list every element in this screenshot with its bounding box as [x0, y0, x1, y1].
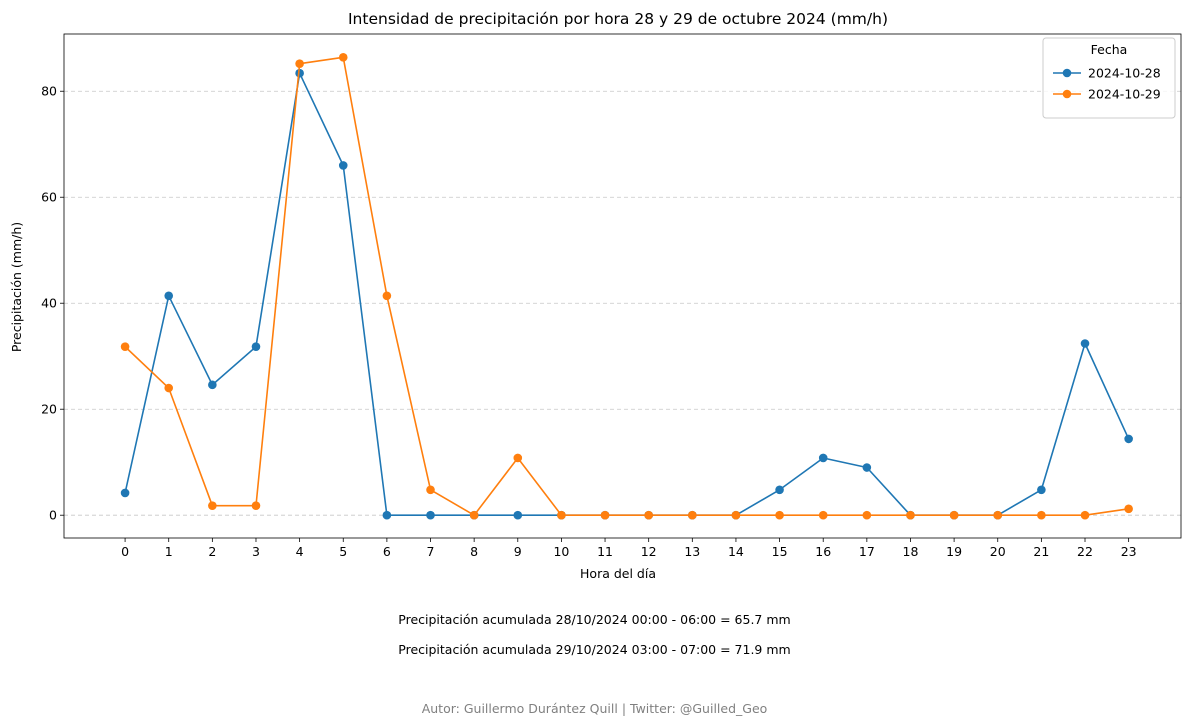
- legend-frame: [1042, 37, 1176, 119]
- data-point: [164, 383, 174, 393]
- accumulated-precipitation-29: Precipitación acumulada 29/10/2024 03:00…: [398, 642, 791, 657]
- legend: Fecha 2024-10-28 2024-10-29: [1042, 37, 1176, 119]
- series-lines: [120, 53, 1133, 520]
- legend-marker: [1062, 68, 1072, 78]
- x-tick-label: 22: [1077, 544, 1093, 559]
- data-point: [251, 342, 261, 351]
- data-point: [1080, 510, 1090, 520]
- x-tick-label: 13: [684, 544, 700, 559]
- data-point: [644, 510, 653, 520]
- data-point: [513, 510, 523, 520]
- data-point: [949, 510, 959, 520]
- data-point: [513, 453, 523, 463]
- data-point: [1124, 504, 1133, 514]
- author-credit: Autor: Guillermo Durántez Quill | Twitte…: [421, 701, 768, 716]
- data-point: [906, 510, 915, 520]
- data-point: [469, 510, 479, 520]
- x-tick-label: 17: [859, 544, 875, 559]
- data-point: [775, 510, 784, 520]
- data-point: [426, 510, 435, 520]
- chart-title: Intensidad de precipitación por hora 28 …: [348, 10, 888, 28]
- data-point: [600, 510, 610, 520]
- x-axis-label: Hora del día: [580, 566, 656, 581]
- legend-marker: [1062, 89, 1072, 99]
- data-point: [208, 501, 217, 510]
- accumulated-precipitation-28: Precipitación acumulada 28/10/2024 00:00…: [398, 612, 791, 627]
- data-point: [382, 510, 392, 520]
- data-point: [120, 342, 130, 351]
- data-point: [1037, 485, 1046, 495]
- grid-lines: [64, 90, 1181, 516]
- data-point: [818, 510, 828, 520]
- x-tick-label: 10: [553, 544, 569, 559]
- data-point: [295, 59, 304, 68]
- y-tick-label: 80: [41, 84, 57, 99]
- y-axis-label: Precipitación (mm/h): [9, 222, 24, 352]
- x-tick-label: 11: [597, 544, 613, 559]
- y-tick-label: 20: [41, 402, 57, 417]
- data-point: [557, 510, 566, 520]
- data-point: [731, 510, 741, 520]
- x-tick-label: 21: [1033, 544, 1049, 559]
- y-tick-label: 0: [49, 508, 57, 523]
- data-point: [1037, 510, 1046, 520]
- data-point: [120, 488, 130, 498]
- legend-title: Fecha: [1091, 42, 1128, 57]
- data-point: [993, 510, 1003, 520]
- data-point: [775, 485, 784, 495]
- y-tick-label: 40: [41, 296, 57, 311]
- x-tick-label: 12: [641, 544, 657, 559]
- data-point: [208, 380, 217, 390]
- x-tick-label: 14: [728, 544, 744, 559]
- data-point: [251, 501, 261, 510]
- data-point: [1080, 339, 1090, 348]
- plot-frame: [63, 33, 1182, 539]
- x-tick-label: 3: [252, 544, 260, 559]
- x-tick-label: 20: [990, 544, 1006, 559]
- data-point: [382, 291, 392, 301]
- data-point: [818, 453, 828, 463]
- x-tick-label: 6: [383, 544, 391, 559]
- x-tick-label: 4: [296, 544, 304, 559]
- data-point: [338, 161, 348, 170]
- x-tick-label: 9: [514, 544, 522, 559]
- data-point: [1124, 434, 1133, 444]
- series-line-2024-10-29: [124, 56, 1129, 517]
- x-tick-label: 7: [427, 544, 435, 559]
- data-point: [338, 53, 348, 62]
- x-tick-label: 0: [121, 544, 129, 559]
- data-point: [295, 68, 304, 78]
- series-line-2024-10-28: [124, 72, 1130, 517]
- x-tick-label: 19: [946, 544, 962, 559]
- x-tick-label: 18: [903, 544, 919, 559]
- x-tick-label: 1: [165, 544, 173, 559]
- x-tick-label: 5: [339, 544, 347, 559]
- legend-entry-label: 2024-10-29: [1088, 87, 1161, 102]
- data-point: [688, 510, 697, 520]
- x-tick-label: 2: [208, 544, 216, 559]
- legend-entry-label: 2024-10-28: [1088, 66, 1161, 81]
- x-tick-label: 16: [815, 544, 831, 559]
- y-tick-label: 60: [41, 190, 57, 205]
- data-point: [164, 291, 174, 301]
- x-tick-label: 8: [470, 544, 478, 559]
- x-tick-label: 23: [1121, 544, 1137, 559]
- data-point: [426, 485, 435, 495]
- data-point: [862, 463, 872, 472]
- x-tick-label: 15: [772, 544, 788, 559]
- data-point: [862, 510, 872, 520]
